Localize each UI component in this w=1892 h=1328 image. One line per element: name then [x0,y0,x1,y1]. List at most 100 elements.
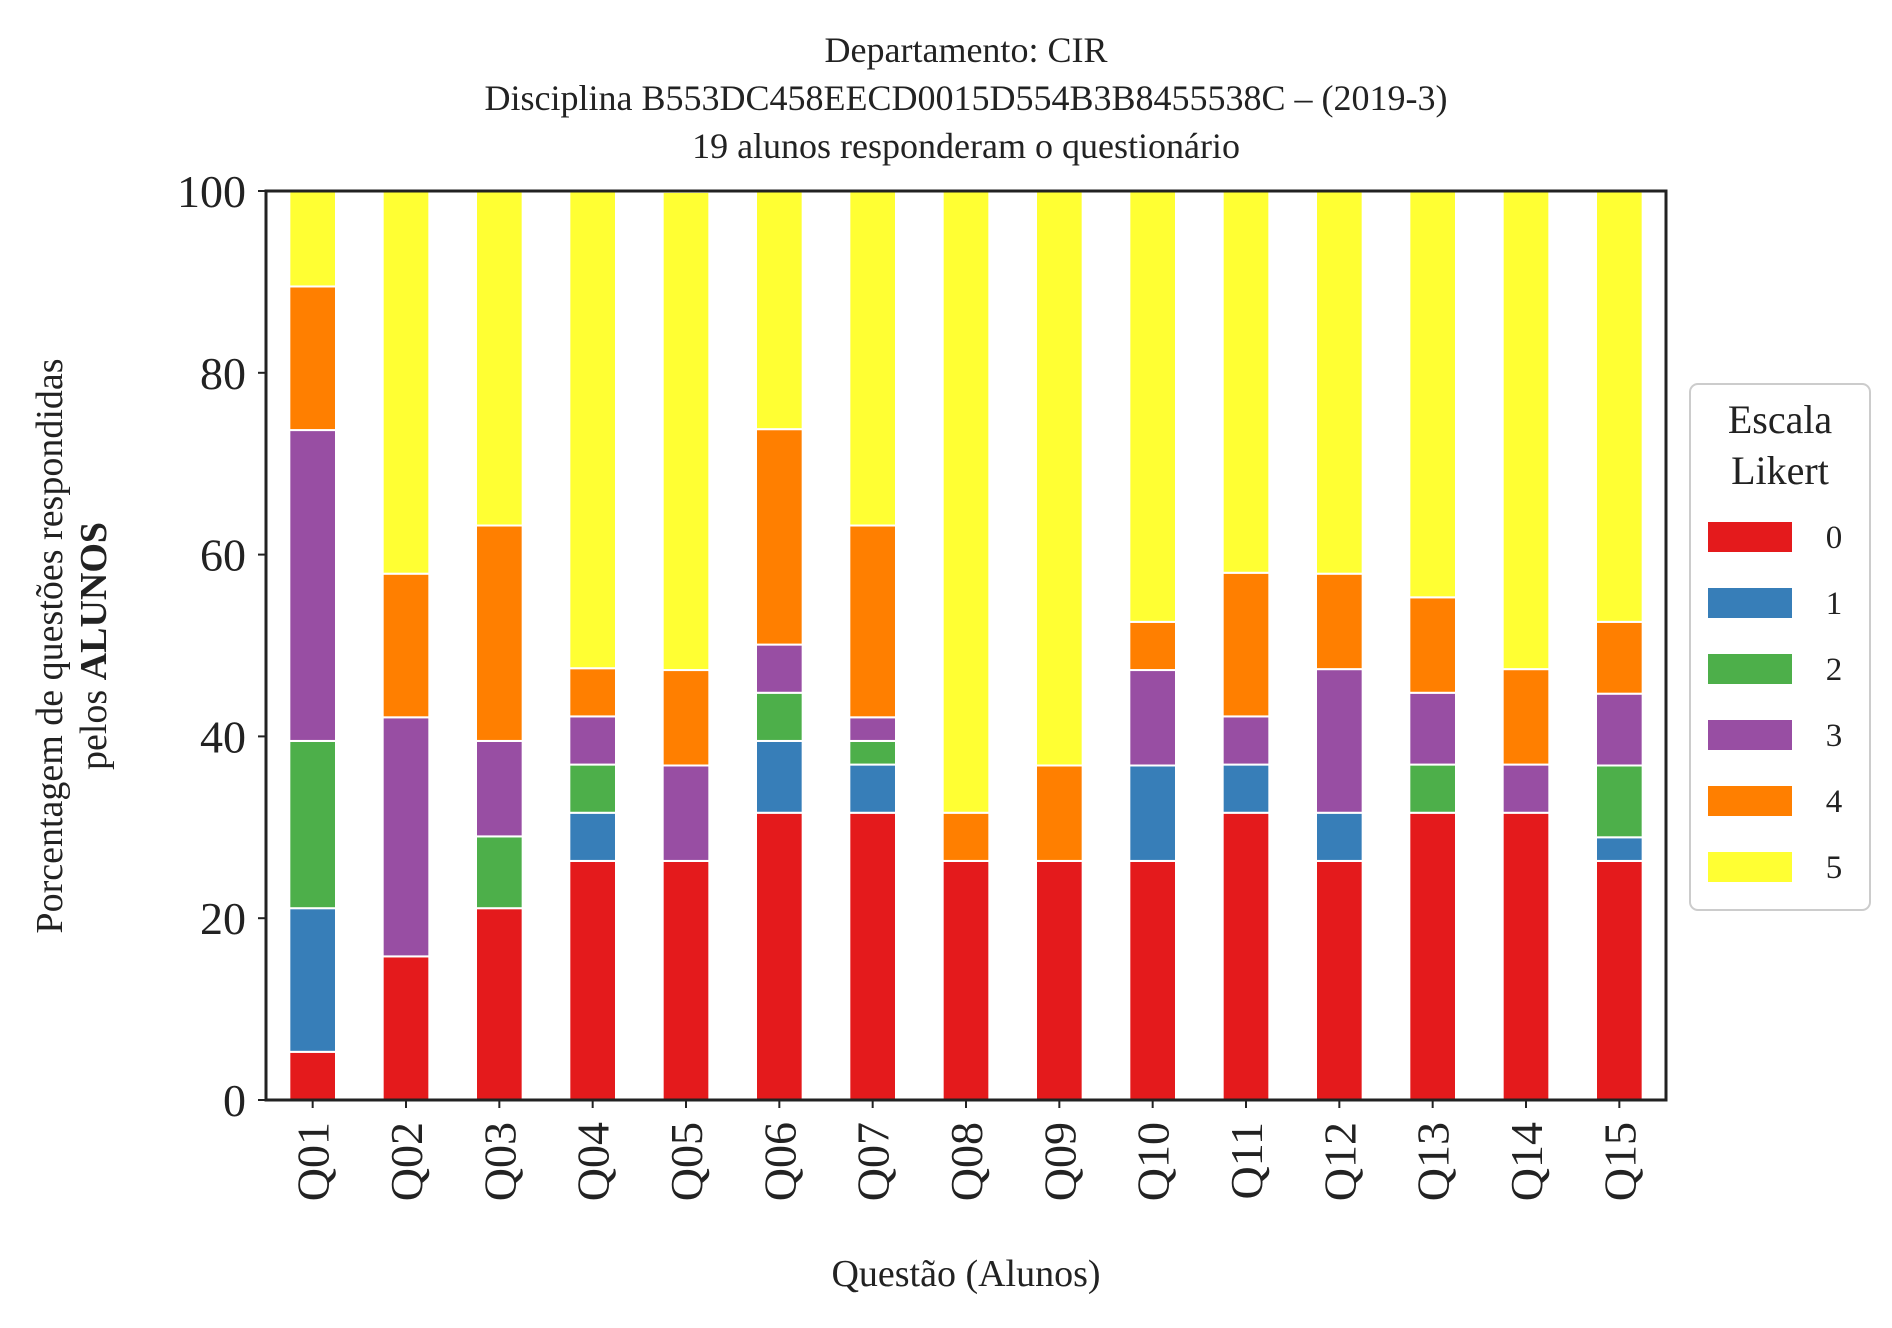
legend: Escala Likert 0 1 2 3 4 5 [1689,383,1871,911]
bar-segment-Q02-likert-3 [381,716,431,958]
y-tick-label: 80 [200,348,246,399]
legend-swatch-4 [1708,786,1792,816]
x-axis-ticks: Q01 Q02 Q03 Q04 Q05 Q06 Q07 Q08 Q09 Q10 Q11 Q12 Q13 Q… [288,1100,1645,1201]
bar-segment-Q15-likert-0 [1595,859,1644,1101]
bar-segment-Q04-likert-5 [568,189,617,670]
x-tick-label: Q11 [1221,1122,1272,1200]
y-tick-label: 60 [200,530,246,581]
x-tick-label: Q04 [568,1122,619,1201]
bar-segment-Q07-likert-2 [848,739,897,766]
bar-segment-Q03-likert-4 [475,524,524,742]
bar-segment-Q02-likert-5 [381,190,431,575]
bar-segment-Q15-likert-2 [1595,764,1644,839]
bar-segment-Q05-likert-5 [661,190,711,672]
x-tick-label: Q05 [661,1122,712,1201]
x-tick-label: Q02 [381,1122,432,1201]
y-tick-label: 100 [177,166,246,217]
bar-segment-Q06-likert-2 [755,691,804,742]
bar-segment-Q10-likert-4 [1128,620,1178,672]
bar-segment-Q15-likert-5 [1595,190,1644,623]
bar-segment-Q10-likert-1 [1128,764,1178,862]
bar-segment-Q06-likert-0 [755,811,804,1101]
bar-segment-Q12-likert-1 [1315,811,1364,862]
y-axis-label-line-1: Porcentagem de questões respondidas [29,358,71,933]
bar-segment-Q13-likert-3 [1408,691,1458,766]
bar-segment-Q04-likert-1 [568,811,617,862]
bar-segment-Q13-likert-4 [1408,596,1458,694]
bar-segment-Q04-likert-3 [568,715,617,766]
legend-label-0: 0 [1826,520,1843,556]
bar-segment-Q01-likert-4 [288,285,338,432]
bar-segment-Q05-likert-4 [661,669,711,767]
legend-label-2: 2 [1826,652,1843,688]
legend-box [1689,383,1871,911]
bar-segment-Q14-likert-0 [1501,811,1551,1101]
bar-segment-Q01-likert-2 [288,739,338,910]
bar-segment-Q14-likert-4 [1501,668,1551,766]
chart-title-line-2: Disciplina B553DC458EECD0015D554B3B84555… [485,78,1448,118]
bar-segment-Q12-likert-0 [1315,859,1364,1101]
bar-segment-Q13-likert-5 [1408,190,1458,599]
x-tick-label: Q15 [1594,1122,1645,1201]
bar-segment-Q06-likert-1 [755,739,804,814]
bar-segment-Q12-likert-3 [1315,668,1364,814]
bar-segment-Q11-likert-1 [1221,763,1271,814]
bar-segment-Q06-likert-5 [755,189,804,431]
bar-segment-Q04-likert-4 [568,667,617,718]
bar-segment-Q01-likert-1 [288,907,338,1053]
bar-segment-Q11-likert-3 [1221,715,1271,766]
legend-items: 0 1 2 3 4 5 [1708,520,1842,886]
y-tick-label: 0 [223,1075,246,1126]
chart-title-line-1: Departamento: CIR [825,30,1108,70]
chart-title-line-3: 19 alunos responderam o questionário [692,126,1240,166]
x-tick-label: Q01 [288,1122,339,1201]
bar-segment-Q02-likert-4 [381,572,431,719]
bar-segment-Q12-likert-4 [1315,572,1364,671]
chart-title: Departamento: CIR Disciplina B553DC458EE… [485,30,1448,166]
bar-segment-Q13-likert-0 [1408,811,1458,1101]
bar-segment-Q09-likert-0 [1035,859,1084,1101]
bar-segment-Q09-likert-5 [1035,190,1084,767]
bar-segment-Q15-likert-1 [1595,836,1644,862]
y-axis-label: Porcentagem de questões respondidas pelo… [29,358,115,933]
bar-segment-Q01-likert-5 [288,190,338,288]
bar-segment-Q03-likert-3 [475,739,524,838]
bar-segment-Q04-likert-2 [568,763,617,814]
bar-segment-Q11-likert-4 [1221,571,1271,718]
x-axis-label: Questão (Alunos) [831,1253,1100,1295]
bar-segment-Q08-likert-5 [941,190,991,814]
y-axis-label-line-2: pelos ALUNOS [73,522,115,770]
bar-segment-Q02-likert-0 [381,955,431,1101]
bar-segment-Q13-likert-2 [1408,763,1458,814]
legend-label-1: 1 [1826,586,1843,622]
bar-segment-Q03-likert-0 [475,907,524,1101]
bar-segment-Q01-likert-3 [288,429,338,742]
bar-segment-Q15-likert-4 [1595,620,1644,695]
legend-title-line-2: Likert [1731,448,1829,493]
bar-segment-Q08-likert-4 [941,811,991,862]
y-axis-label-prefix: pelos [73,680,115,770]
bar-segment-Q12-likert-5 [1315,190,1364,575]
bar-segment-Q10-likert-0 [1128,859,1178,1101]
y-tick-label: 40 [200,711,246,762]
legend-title-line-1: Escala [1728,397,1833,442]
bar-segment-Q10-likert-3 [1128,669,1178,767]
bar-segment-Q15-likert-3 [1595,692,1644,767]
legend-swatch-3 [1708,720,1792,750]
bar-segment-Q11-likert-0 [1221,811,1271,1101]
bar-segment-Q08-likert-0 [941,859,991,1101]
bar-segment-Q01-likert-0 [288,1050,338,1101]
bar-segment-Q07-likert-5 [848,190,897,527]
bars-layer [288,189,1644,1101]
legend-swatch-5 [1708,852,1792,882]
legend-label-5: 5 [1826,850,1843,886]
x-tick-label: Q09 [1034,1122,1085,1201]
x-tick-label: Q08 [941,1122,992,1201]
bar-segment-Q07-likert-4 [848,524,897,719]
bar-segment-Q06-likert-4 [755,428,804,646]
bar-segment-Q14-likert-5 [1501,190,1551,671]
bar-segment-Q11-likert-5 [1221,189,1271,574]
bar-segment-Q10-likert-5 [1128,190,1178,623]
bar-segment-Q09-likert-4 [1035,764,1084,862]
legend-label-3: 3 [1826,718,1843,754]
